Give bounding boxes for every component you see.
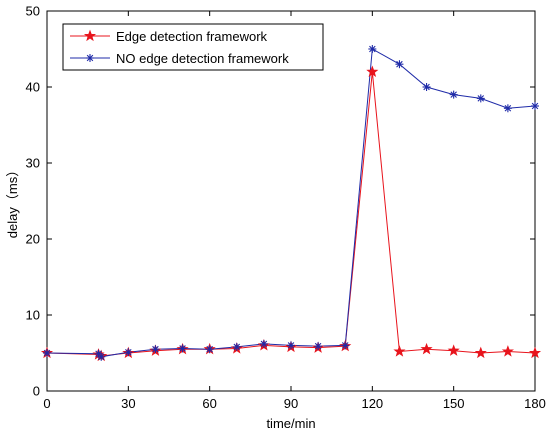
- x-axis-label: time/min: [266, 416, 315, 431]
- legend-marker-edge-detection: [83, 29, 97, 42]
- x-tick-label: 0: [43, 396, 50, 411]
- data-point-edge-detection: [501, 345, 514, 357]
- data-point-no-edge-detection: [503, 104, 512, 113]
- data-point-no-edge-detection: [178, 344, 187, 353]
- data-point-edge-detection: [447, 344, 460, 356]
- data-point-no-edge-detection: [287, 341, 295, 350]
- data-point-no-edge-detection: [232, 342, 241, 351]
- data-point-edge-detection: [366, 65, 379, 77]
- data-point-no-edge-detection: [205, 345, 214, 354]
- x-tick-label: 120: [361, 396, 383, 411]
- data-point-no-edge-detection: [97, 352, 106, 361]
- series-layer: [40, 45, 542, 362]
- data-point-no-edge-detection: [341, 341, 350, 350]
- x-tick-label: 90: [284, 396, 298, 411]
- plot-area-frame: [46, 10, 536, 392]
- x-tick-label: 150: [443, 396, 465, 411]
- y-tick-label: 0: [33, 384, 40, 399]
- legend-box: [62, 23, 324, 71]
- data-point-no-edge-detection: [43, 349, 51, 357]
- data-point-edge-detection: [393, 345, 406, 357]
- data-point-no-edge-detection: [314, 342, 323, 351]
- y-tick-label: 10: [26, 308, 40, 323]
- legend-marker-glyph: [83, 29, 97, 42]
- data-point-edge-detection: [420, 342, 433, 355]
- x-tick-label: 180: [524, 396, 546, 411]
- legend-marker-glyph: [86, 54, 94, 62]
- data-point-no-edge-detection: [476, 94, 485, 103]
- data-point-edge-detection: [474, 346, 487, 359]
- data-point-no-edge-detection: [395, 60, 404, 69]
- legend-label-edge-detection: Edge detection framework: [116, 29, 268, 44]
- y-tick-label: 20: [26, 232, 40, 247]
- legend-label-no-edge-detection: NO edge detection framework: [116, 51, 289, 66]
- x-tick-label: 30: [121, 396, 135, 411]
- y-tick-label: 40: [26, 80, 40, 95]
- y-tick-label: 50: [26, 4, 40, 19]
- data-point-no-edge-detection: [531, 102, 539, 110]
- data-point-no-edge-detection: [151, 345, 160, 354]
- y-tick-label: 30: [26, 156, 40, 171]
- data-point-no-edge-detection: [124, 348, 133, 357]
- data-point-edge-detection: [528, 346, 542, 359]
- legend: Edge detection framework NO edge detecti…: [62, 23, 324, 71]
- y-axis-label: delay（ms）: [5, 164, 20, 238]
- data-point-no-edge-detection: [422, 83, 431, 91]
- axis-ticks: 0 30 60 90 120 150 180 0 10 20 30 40 50: [26, 4, 546, 412]
- data-point-no-edge-detection: [368, 45, 377, 53]
- legend-marker-no-edge-detection: [86, 54, 94, 62]
- x-tick-label: 60: [202, 396, 216, 411]
- data-point-no-edge-detection: [259, 339, 268, 348]
- data-point-no-edge-detection: [449, 90, 458, 99]
